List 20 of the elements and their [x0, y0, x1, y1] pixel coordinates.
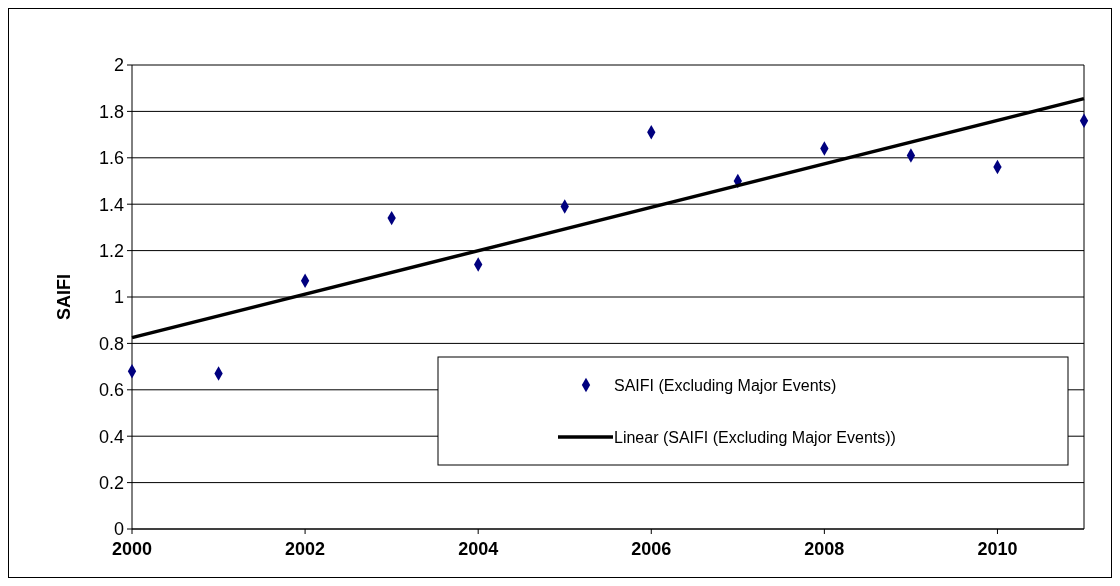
y-tick-label: 0.2	[98, 472, 124, 493]
legend-label: Linear (SAIFI (Excluding Major Events))	[614, 428, 896, 446]
y-tick-label: 0.8	[98, 333, 124, 354]
x-tick-label: 2006	[631, 539, 672, 559]
y-tick-label: 2	[113, 55, 124, 76]
y-tick-label: 1	[113, 287, 124, 308]
y-tick-label: 1.8	[98, 101, 124, 122]
x-tick-label: 2000	[111, 539, 153, 559]
y-tick-label: 0.4	[98, 426, 124, 447]
x-tick-label: 2004	[458, 539, 499, 559]
x-tick-label: 2002	[285, 539, 326, 559]
x-tick-label: 2008	[804, 539, 845, 559]
y-tick-label: 1.4	[98, 194, 124, 215]
y-axis-title: SAIFI	[54, 273, 74, 321]
y-tick-label: 1.6	[98, 148, 124, 169]
legend-label: SAIFI (Excluding Major Events)	[614, 376, 837, 394]
y-tick-label: 0.6	[98, 380, 124, 401]
y-tick-label: 0	[113, 519, 124, 540]
y-tick-label: 1.2	[98, 240, 124, 261]
x-tick-label: 2010	[977, 539, 1018, 559]
